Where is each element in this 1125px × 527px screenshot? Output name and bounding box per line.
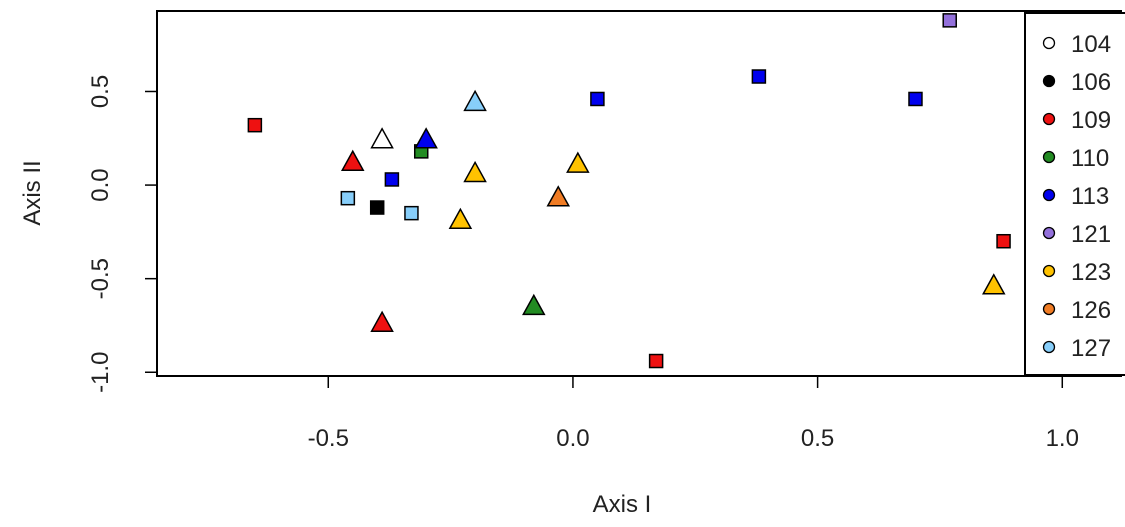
data-point-triangle <box>370 310 394 332</box>
data-point-square <box>751 69 767 84</box>
data-point-triangle <box>340 149 365 171</box>
legend-marker <box>1042 264 1056 278</box>
legend-label: 106 <box>1071 69 1111 96</box>
data-point-triangle <box>414 127 438 149</box>
data-point-square <box>404 205 419 221</box>
legend-marker <box>1042 150 1056 164</box>
y-tick-label: -1.0 <box>87 352 114 393</box>
legend-box <box>1024 12 1125 376</box>
y-tick-label: -0.5 <box>87 258 114 299</box>
data-point-triangle <box>566 151 590 173</box>
data-point-triangle <box>370 127 394 149</box>
legend: 104 106 109 110 113 121 123 126 127 <box>1024 12 1125 376</box>
y-axis: -1.0 -0.5 0.0 0.5 <box>87 75 158 393</box>
legend-label: 104 <box>1071 31 1111 58</box>
data-point-square <box>908 91 923 107</box>
data-point-square <box>942 13 957 28</box>
legend-marker <box>1042 112 1056 126</box>
data-point-square <box>384 172 400 187</box>
legend-marker <box>1042 36 1056 50</box>
legend-label: 113 <box>1071 183 1109 210</box>
legend-marker <box>1042 340 1056 354</box>
legend-marker <box>1042 226 1056 240</box>
legend-marker <box>1042 74 1056 88</box>
x-tick-label: 0.0 <box>556 425 589 452</box>
legend-label: 110 <box>1071 145 1109 172</box>
data-points <box>247 13 1041 369</box>
legend-label: 126 <box>1071 297 1111 324</box>
data-point-triangle <box>463 89 487 112</box>
y-axis-title: Axis II <box>19 160 46 225</box>
data-point-square <box>590 91 605 107</box>
legend-label: 123 <box>1071 259 1111 286</box>
y-tick-label: 0.0 <box>87 168 114 201</box>
data-point-square <box>648 353 664 369</box>
x-axis: -0.5 0.0 0.5 1.0 <box>308 375 1079 452</box>
legend-label: 109 <box>1071 107 1111 134</box>
plot-frame <box>156 10 1122 377</box>
x-tick-label: -0.5 <box>308 425 349 452</box>
y-tick-label: 0.5 <box>87 75 114 108</box>
legend-label: 121 <box>1071 221 1111 248</box>
data-point-triangle <box>982 273 1006 295</box>
legend-label: 127 <box>1071 335 1111 362</box>
data-point-square <box>369 200 385 215</box>
data-point-triangle <box>546 185 571 207</box>
x-tick-label: 0.5 <box>801 425 834 452</box>
x-tick-label: 1.0 <box>1046 425 1079 452</box>
data-point-triangle <box>463 160 487 183</box>
data-point-triangle <box>448 207 473 229</box>
legend-marker <box>1042 302 1056 316</box>
data-point-square <box>996 233 1011 249</box>
x-axis-title: Axis I <box>593 491 652 518</box>
data-point-triangle <box>522 293 546 316</box>
legend-marker <box>1042 188 1056 202</box>
data-point-square <box>247 117 263 133</box>
data-point-square <box>340 190 356 206</box>
